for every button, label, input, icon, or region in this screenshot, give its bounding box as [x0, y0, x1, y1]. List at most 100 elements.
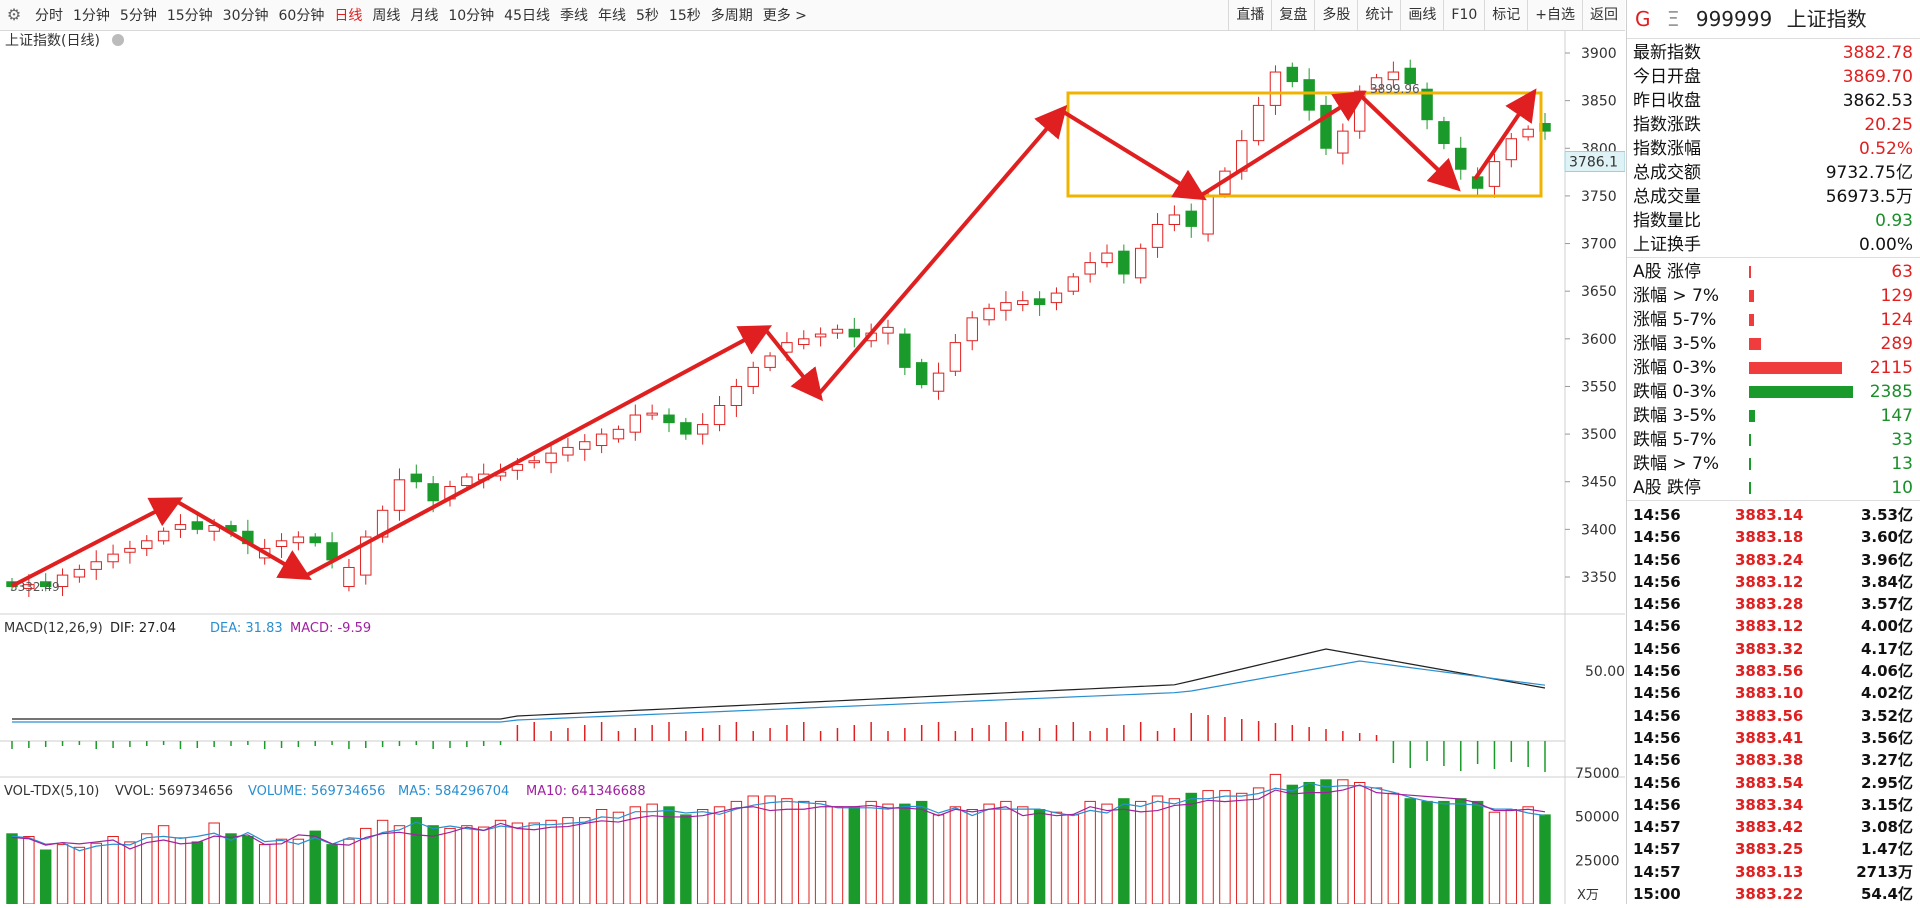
period-tab[interactable]: 日线 [334, 8, 363, 24]
dropdown-icon [112, 34, 124, 46]
quote-row: 总成交量 56973.5万 [1627, 185, 1920, 209]
group-badge[interactable]: G [1635, 7, 1651, 31]
candle-body [730, 385, 743, 407]
menu-icon[interactable]: Ξ [1666, 7, 1680, 31]
period-tab[interactable]: 30分钟 [222, 8, 269, 24]
volume-bar [1236, 792, 1248, 905]
volume-bar [1455, 798, 1467, 905]
volume-bar [1471, 800, 1484, 905]
chart-svg[interactable]: 上证指数(日线)39003850380037503700365036003550… [0, 31, 1626, 905]
tool-button[interactable]: 直播 [1228, 0, 1271, 30]
tool-button[interactable]: +自选 [1527, 0, 1582, 30]
candle-body [848, 328, 861, 338]
tick-time: 15:00 [1633, 885, 1681, 904]
breadth-value: 10 [1891, 478, 1913, 498]
period-tab[interactable]: 45日线 [504, 8, 550, 24]
period-tab[interactable]: 更多 > [762, 8, 807, 24]
y-tick-label: 3700 [1581, 237, 1617, 253]
candle-body [1134, 247, 1147, 279]
volume-bar [191, 841, 204, 905]
breadth-bar [1749, 458, 1751, 470]
tick-amount: 2713万 [1856, 862, 1913, 881]
tick-time: 14:56 [1633, 706, 1681, 725]
volume-bar [915, 800, 928, 905]
vol-ma5: MA5: 584296704 [398, 784, 509, 799]
volume-bar [1134, 800, 1147, 905]
period-tab[interactable]: 15秒 [668, 8, 701, 24]
volume-bar [646, 803, 658, 905]
period-tab[interactable]: 月线 [410, 8, 439, 24]
volume-bar [814, 800, 827, 905]
breadth-label: A股 跌停 [1633, 478, 1702, 498]
period-tab[interactable]: 多周期 [710, 8, 753, 24]
tool-button[interactable]: 返回 [1582, 0, 1625, 30]
period-tab[interactable]: 60分钟 [278, 8, 325, 24]
quote-row: 总成交额 9732.75亿 [1627, 161, 1920, 185]
candle-body [1017, 300, 1029, 306]
period-tab[interactable]: 15分钟 [166, 8, 213, 24]
tool-button[interactable]: 画线 [1400, 0, 1443, 30]
breadth-value: 63 [1891, 262, 1913, 282]
tick-list: 14:56 3883.14 3.53亿 14:56 3883.18 3.60亿 14:56 3… [1627, 500, 1920, 905]
tick-row: 14:57 3883.25 1.47亿 [1627, 838, 1920, 860]
tool-button[interactable]: 多股 [1314, 0, 1357, 30]
breadth-value: 124 [1880, 310, 1913, 330]
trend-arrow [763, 327, 824, 402]
low-label: 3332.49 [10, 580, 60, 594]
dif-line [12, 648, 1546, 720]
period-tab[interactable]: 年线 [597, 8, 626, 24]
tick-time: 14:57 [1633, 862, 1681, 881]
period-tab[interactable]: 分时 [35, 8, 63, 24]
tick-price: 3883.22 [1735, 885, 1804, 904]
volume-bar [39, 849, 52, 905]
tick-row: 14:57 3883.42 3.08亿 [1627, 816, 1920, 838]
candle-body [1084, 262, 1096, 275]
volume-bar [1320, 779, 1332, 905]
tool-button[interactable]: F10 [1443, 0, 1484, 30]
tool-button[interactable]: 复盘 [1271, 0, 1314, 30]
volume-bar [444, 827, 456, 905]
price-marker-label: 3786.1 [1569, 155, 1618, 171]
gear-icon[interactable]: ⚙ [6, 5, 22, 24]
volume-bar [781, 798, 793, 905]
volume-bar [1269, 773, 1282, 905]
volume-bar [1067, 814, 1080, 905]
tick-price: 3883.32 [1735, 639, 1804, 658]
period-tab[interactable]: 5分钟 [119, 8, 157, 24]
tick-row: 14:56 3883.10 4.02亿 [1627, 682, 1920, 704]
volume-bar [831, 806, 844, 905]
y-tick-label: 3450 [1581, 475, 1617, 491]
y-tick-label: 3900 [1581, 46, 1617, 62]
tick-price: 3883.38 [1735, 751, 1804, 770]
tick-price: 3883.34 [1735, 795, 1804, 814]
candle-body [56, 574, 69, 588]
volume-bar [1303, 782, 1315, 905]
tick-amount: 3.53亿 [1860, 506, 1913, 524]
period-tab[interactable]: 1分钟 [73, 8, 110, 24]
tick-time: 14:56 [1633, 506, 1681, 524]
breadth-value: 2115 [1869, 358, 1913, 378]
volume-bar [56, 844, 69, 905]
tick-row: 14:56 3883.24 3.96亿 [1627, 549, 1920, 571]
candle-body [932, 372, 945, 392]
candle-body [1505, 138, 1518, 161]
tick-amount: 2.95亿 [1860, 773, 1913, 792]
breadth-row: 跌幅 0-3% 2385 [1627, 380, 1920, 404]
y-tick-label: 3750 [1581, 189, 1617, 205]
volume-bar [1084, 800, 1096, 905]
quote-row: 指数涨跌 20.25 [1627, 113, 1920, 137]
vol-ma10: MA10: 641346688 [526, 784, 646, 799]
tick-amount: 3.84亿 [1860, 572, 1913, 591]
volume-bar [798, 800, 810, 905]
breadth-value: 147 [1880, 406, 1913, 426]
volume-bar [1000, 800, 1012, 905]
period-tab[interactable]: 季线 [559, 8, 588, 24]
period-tab[interactable]: 10分钟 [448, 8, 495, 24]
tool-button[interactable]: 统计 [1357, 0, 1400, 30]
period-tab[interactable]: 5秒 [635, 8, 659, 24]
high-label: 3899.96 [1370, 82, 1420, 96]
tool-button[interactable]: 标记 [1484, 0, 1527, 30]
volume-bar [1017, 806, 1029, 905]
volume-bar [6, 833, 18, 905]
period-tab[interactable]: 周线 [372, 8, 401, 24]
